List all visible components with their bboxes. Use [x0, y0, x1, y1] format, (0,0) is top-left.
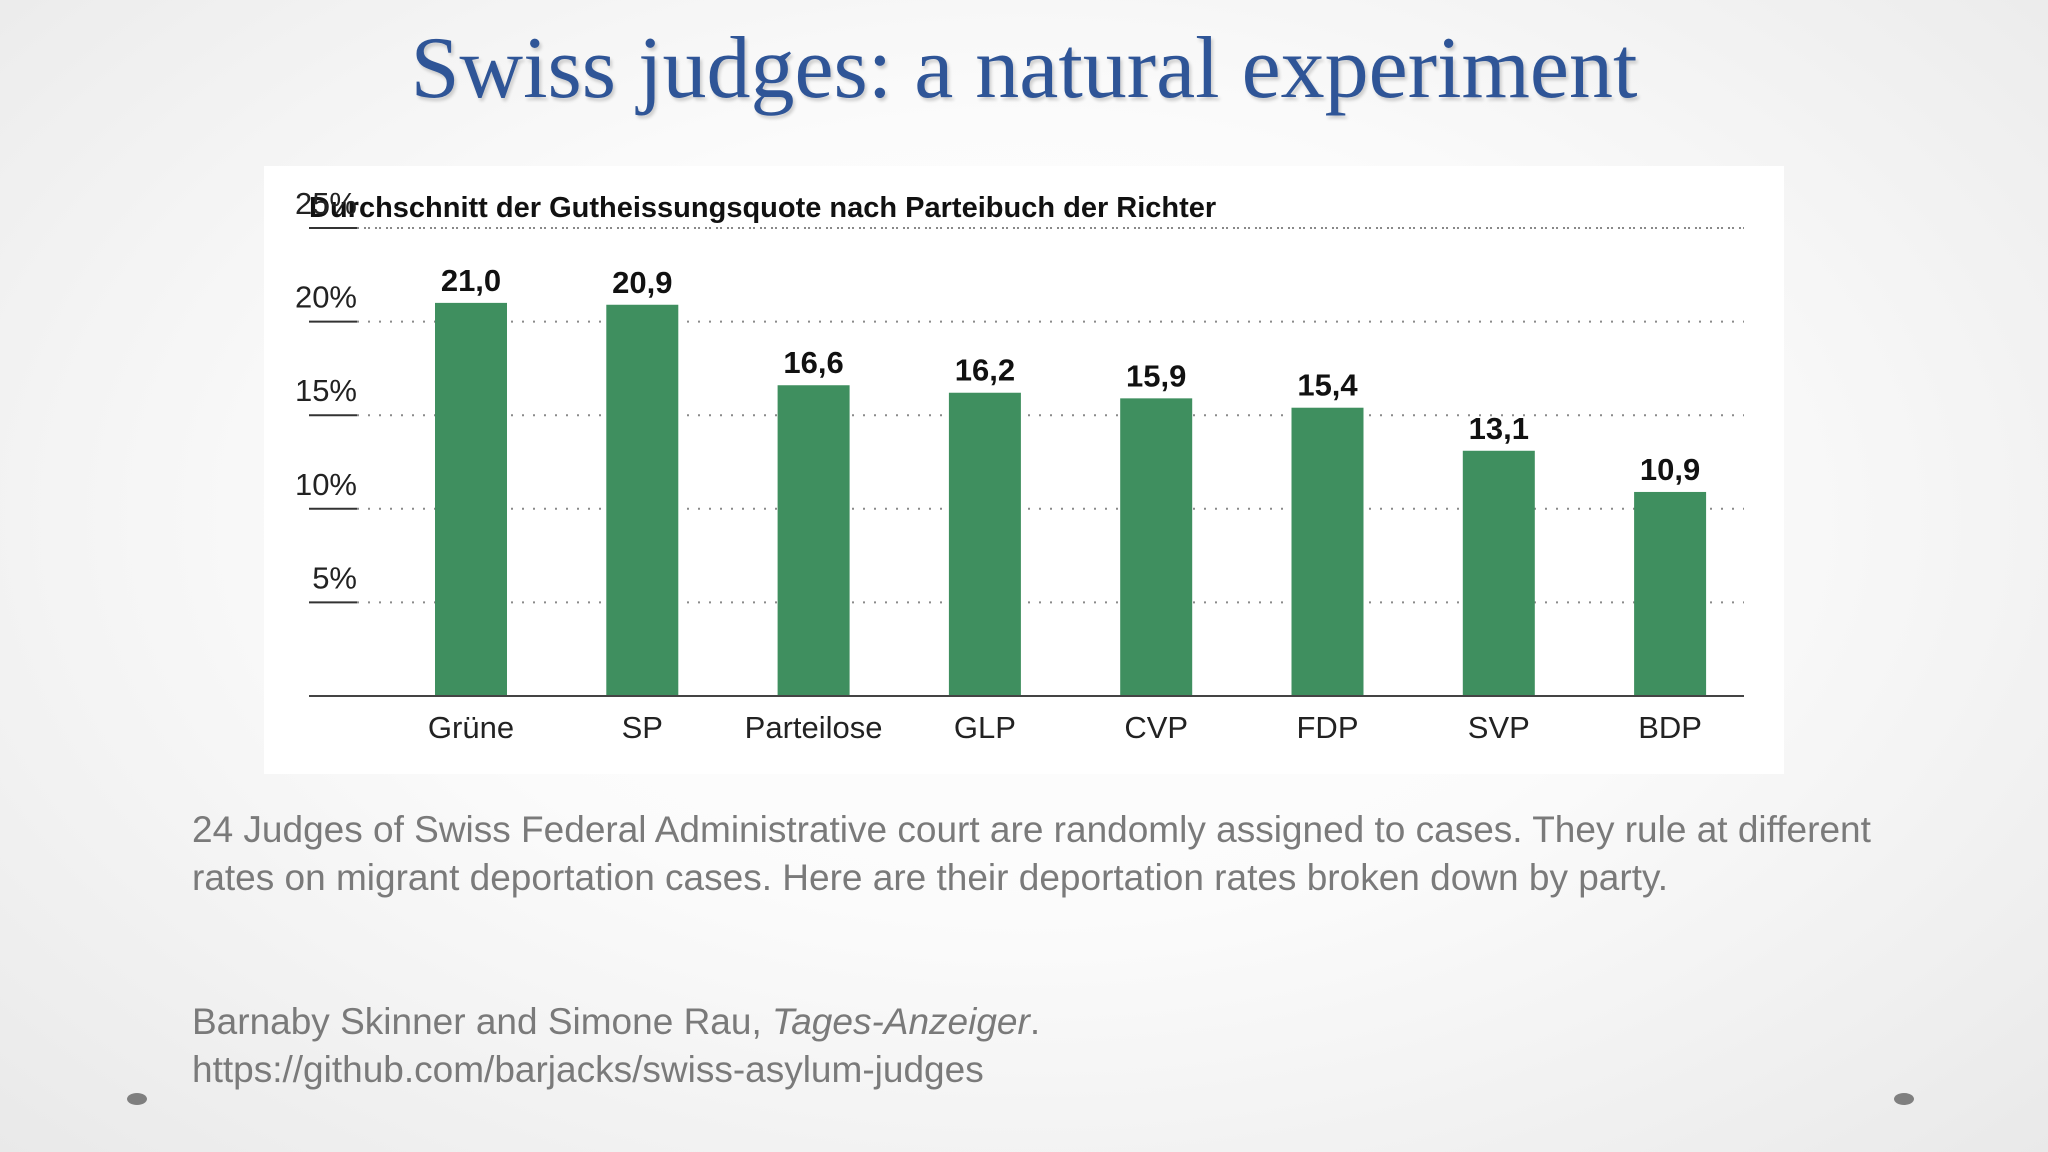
- bar-value-label: 15,9: [1126, 358, 1186, 393]
- bar-value-label: 21,0: [441, 263, 501, 298]
- category-label: BDP: [1638, 710, 1702, 745]
- category-label: Parteilose: [745, 710, 883, 745]
- left-corner-dot: [127, 1093, 147, 1105]
- bar-value-label: 16,2: [955, 353, 1015, 388]
- category-labels: Grüne SP Parteilose GLP CVP FDP SVP BDP: [428, 710, 1702, 745]
- bar: [777, 385, 850, 696]
- y-tick-label: 10%: [295, 467, 357, 502]
- category-label: SP: [622, 710, 663, 745]
- y-tick-label: 15%: [295, 373, 357, 408]
- bar: [1634, 491, 1707, 696]
- category-label: SVP: [1468, 710, 1530, 745]
- bar-value-label: 20,9: [612, 265, 672, 300]
- bar: [606, 304, 679, 696]
- chart-image: Durchschnitt der Gutheissungsquote nach …: [264, 166, 1784, 774]
- category-label: GLP: [954, 710, 1016, 745]
- y-tick-label: 20%: [295, 280, 357, 315]
- slide-caption: 24 Judges of Swiss Federal Administrativ…: [192, 809, 1871, 898]
- bar: [435, 302, 507, 696]
- bar: [948, 392, 1021, 696]
- category-label: FDP: [1297, 710, 1359, 745]
- citation-period: .: [1029, 1001, 1041, 1042]
- slide-title: Swiss judges: a natural experiment: [410, 20, 1638, 117]
- bar-chart: Durchschnitt der Gutheissungsquote nach …: [295, 186, 1744, 745]
- category-label: Grüne: [428, 710, 514, 745]
- bar: [1462, 450, 1535, 696]
- citation-journal: Tages-Anzeiger: [772, 1001, 1030, 1042]
- bar: [1120, 398, 1193, 696]
- category-label: CVP: [1124, 710, 1188, 745]
- y-tick-label: 25%: [295, 186, 357, 221]
- bars: [435, 302, 1707, 696]
- right-corner-dot: [1894, 1093, 1914, 1105]
- bar-value-label: 16,6: [783, 345, 843, 380]
- y-axis-ticks: 5% 10% 15% 20% 25%: [295, 186, 357, 595]
- bar-value-label: 15,4: [1297, 368, 1358, 403]
- chart-title: Durchschnitt der Gutheissungsquote nach …: [309, 192, 1216, 224]
- bar-value-label: 10,9: [1640, 452, 1700, 487]
- bar-value-label: 13,1: [1469, 411, 1529, 446]
- citation-line: Barnaby Skinner and Simone Rau, Tages-An…: [192, 998, 1872, 1046]
- citation-authors: Barnaby Skinner and Simone Rau,: [192, 1001, 773, 1042]
- y-tick-label: 5%: [312, 560, 357, 595]
- gridlines: [309, 227, 1744, 604]
- bar: [1291, 407, 1364, 696]
- citation-url[interactable]: https://github.com/barjacks/swiss-asylum…: [192, 1049, 984, 1090]
- citation: Barnaby Skinner and Simone Rau, Tages-An…: [192, 998, 1872, 1094]
- value-labels: 21,0 20,9 16,6 16,2 15,9 15,4 13,1 10,9: [441, 263, 1700, 487]
